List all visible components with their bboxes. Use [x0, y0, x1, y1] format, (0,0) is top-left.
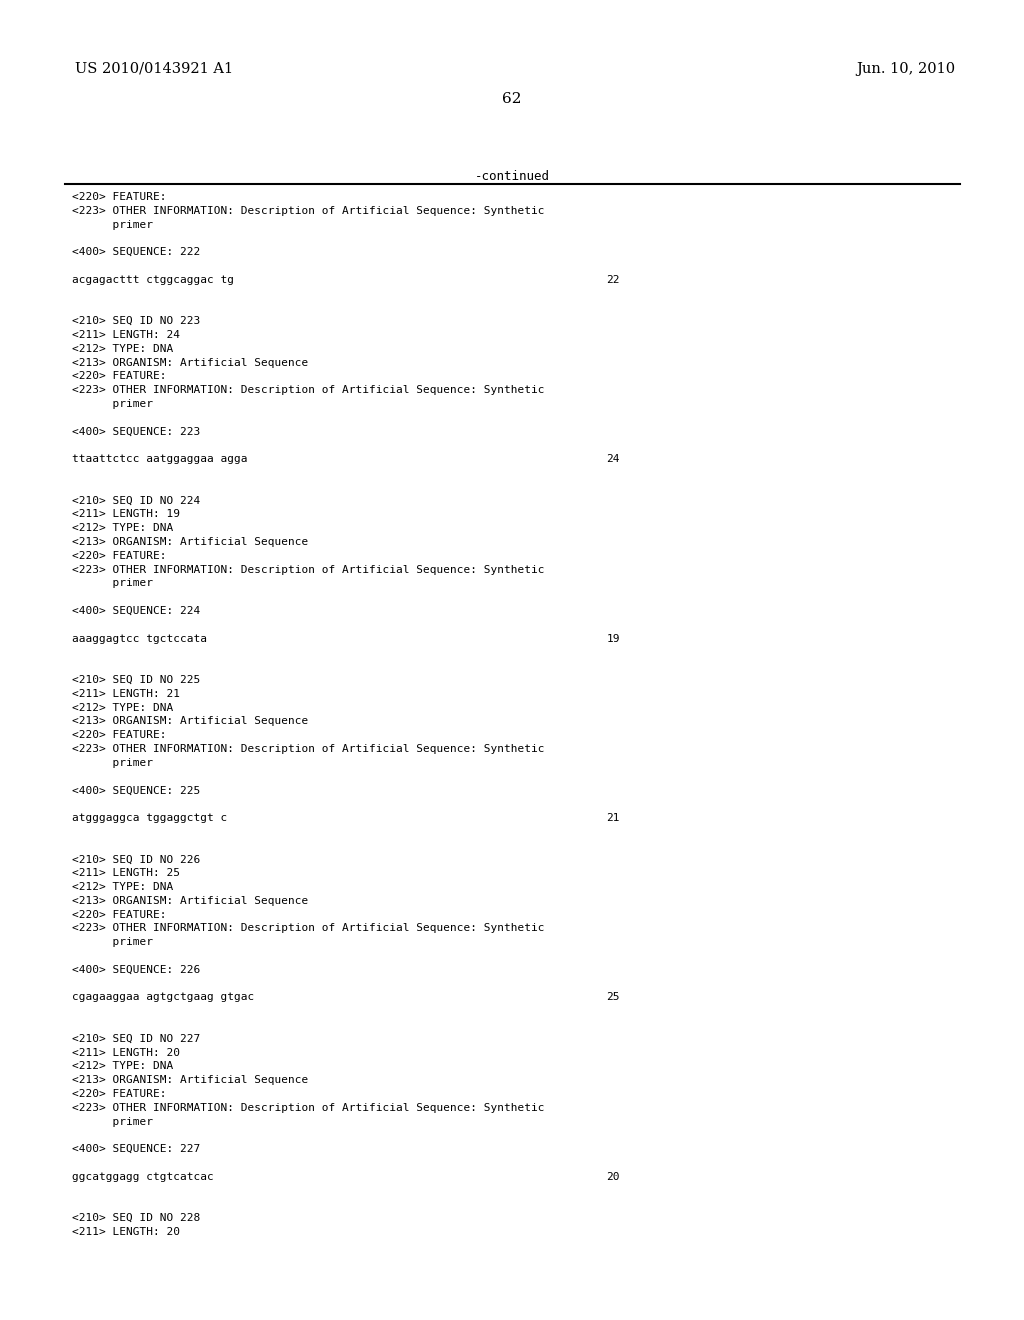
Text: <220> FEATURE:: <220> FEATURE:: [72, 730, 167, 741]
Text: <220> FEATURE:: <220> FEATURE:: [72, 909, 167, 920]
Text: <210> SEQ ID NO 223: <210> SEQ ID NO 223: [72, 317, 201, 326]
Text: 24: 24: [606, 454, 620, 465]
Text: atgggaggca tggaggctgt c: atgggaggca tggaggctgt c: [72, 813, 227, 822]
Text: aaaggagtcc tgctccata: aaaggagtcc tgctccata: [72, 634, 207, 644]
Text: primer: primer: [72, 758, 153, 768]
Text: <400> SEQUENCE: 227: <400> SEQUENCE: 227: [72, 1144, 201, 1154]
Text: <210> SEQ ID NO 225: <210> SEQ ID NO 225: [72, 675, 201, 685]
Text: ggcatggagg ctgtcatcac: ggcatggagg ctgtcatcac: [72, 1172, 214, 1181]
Text: -continued: -continued: [474, 170, 550, 183]
Text: <210> SEQ ID NO 228: <210> SEQ ID NO 228: [72, 1213, 201, 1224]
Text: <400> SEQUENCE: 224: <400> SEQUENCE: 224: [72, 606, 201, 616]
Text: <223> OTHER INFORMATION: Description of Artificial Sequence: Synthetic: <223> OTHER INFORMATION: Description of …: [72, 744, 545, 754]
Text: cgagaaggaa agtgctgaag gtgac: cgagaaggaa agtgctgaag gtgac: [72, 993, 254, 1002]
Text: primer: primer: [72, 937, 153, 948]
Text: <213> ORGANISM: Artificial Sequence: <213> ORGANISM: Artificial Sequence: [72, 896, 308, 906]
Text: <213> ORGANISM: Artificial Sequence: <213> ORGANISM: Artificial Sequence: [72, 537, 308, 546]
Text: <220> FEATURE:: <220> FEATURE:: [72, 1089, 167, 1100]
Text: <400> SEQUENCE: 223: <400> SEQUENCE: 223: [72, 426, 201, 437]
Text: 20: 20: [606, 1172, 620, 1181]
Text: <223> OTHER INFORMATION: Description of Artificial Sequence: Synthetic: <223> OTHER INFORMATION: Description of …: [72, 924, 545, 933]
Text: <211> LENGTH: 20: <211> LENGTH: 20: [72, 1048, 180, 1057]
Text: 62: 62: [502, 92, 522, 106]
Text: <400> SEQUENCE: 222: <400> SEQUENCE: 222: [72, 247, 201, 257]
Text: <400> SEQUENCE: 225: <400> SEQUENCE: 225: [72, 785, 201, 796]
Text: ttaattctcc aatggaggaa agga: ttaattctcc aatggaggaa agga: [72, 454, 248, 465]
Text: acgagacttt ctggcaggac tg: acgagacttt ctggcaggac tg: [72, 275, 234, 285]
Text: <212> TYPE: DNA: <212> TYPE: DNA: [72, 523, 173, 533]
Text: <220> FEATURE:: <220> FEATURE:: [72, 550, 167, 561]
Text: <212> TYPE: DNA: <212> TYPE: DNA: [72, 343, 173, 354]
Text: <210> SEQ ID NO 224: <210> SEQ ID NO 224: [72, 495, 201, 506]
Text: <220> FEATURE:: <220> FEATURE:: [72, 191, 167, 202]
Text: <213> ORGANISM: Artificial Sequence: <213> ORGANISM: Artificial Sequence: [72, 1076, 308, 1085]
Text: primer: primer: [72, 578, 153, 589]
Text: <212> TYPE: DNA: <212> TYPE: DNA: [72, 882, 173, 892]
Text: US 2010/0143921 A1: US 2010/0143921 A1: [75, 62, 233, 77]
Text: <223> OTHER INFORMATION: Description of Artificial Sequence: Synthetic: <223> OTHER INFORMATION: Description of …: [72, 1102, 545, 1113]
Text: <211> LENGTH: 25: <211> LENGTH: 25: [72, 869, 180, 878]
Text: <211> LENGTH: 21: <211> LENGTH: 21: [72, 689, 180, 698]
Text: <211> LENGTH: 20: <211> LENGTH: 20: [72, 1228, 180, 1237]
Text: <212> TYPE: DNA: <212> TYPE: DNA: [72, 702, 173, 713]
Text: <223> OTHER INFORMATION: Description of Artificial Sequence: Synthetic: <223> OTHER INFORMATION: Description of …: [72, 206, 545, 215]
Text: 25: 25: [606, 993, 620, 1002]
Text: <223> OTHER INFORMATION: Description of Artificial Sequence: Synthetic: <223> OTHER INFORMATION: Description of …: [72, 565, 545, 574]
Text: primer: primer: [72, 1117, 153, 1126]
Text: <211> LENGTH: 19: <211> LENGTH: 19: [72, 510, 180, 519]
Text: 22: 22: [606, 275, 620, 285]
Text: <400> SEQUENCE: 226: <400> SEQUENCE: 226: [72, 965, 201, 974]
Text: <213> ORGANISM: Artificial Sequence: <213> ORGANISM: Artificial Sequence: [72, 717, 308, 726]
Text: <212> TYPE: DNA: <212> TYPE: DNA: [72, 1061, 173, 1072]
Text: <211> LENGTH: 24: <211> LENGTH: 24: [72, 330, 180, 341]
Text: <210> SEQ ID NO 227: <210> SEQ ID NO 227: [72, 1034, 201, 1044]
Text: <213> ORGANISM: Artificial Sequence: <213> ORGANISM: Artificial Sequence: [72, 358, 308, 367]
Text: <220> FEATURE:: <220> FEATURE:: [72, 371, 167, 381]
Text: primer: primer: [72, 219, 153, 230]
Text: Jun. 10, 2010: Jun. 10, 2010: [856, 62, 955, 77]
Text: 19: 19: [606, 634, 620, 644]
Text: primer: primer: [72, 399, 153, 409]
Text: 21: 21: [606, 813, 620, 822]
Text: <223> OTHER INFORMATION: Description of Artificial Sequence: Synthetic: <223> OTHER INFORMATION: Description of …: [72, 385, 545, 395]
Text: <210> SEQ ID NO 226: <210> SEQ ID NO 226: [72, 854, 201, 865]
